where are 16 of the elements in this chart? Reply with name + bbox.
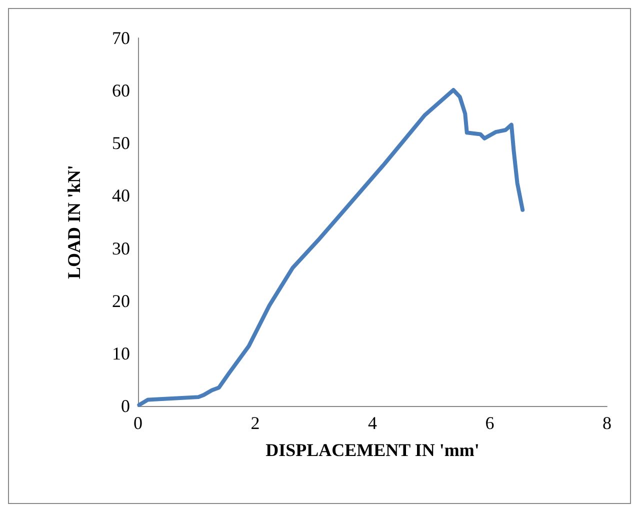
y-axis-title: LOAD IN 'kN': [64, 164, 84, 280]
y-tick-label: 60: [112, 80, 130, 101]
x-tick-label: 8: [602, 413, 612, 433]
y-tick-label: 0: [121, 396, 130, 416]
y-tick-label: 50: [112, 133, 130, 154]
x-tick-label: 6: [485, 413, 494, 433]
line-series: [137, 88, 525, 407]
y-tick-label: 30: [112, 238, 130, 258]
x-axis-title: DISPLACEMENT IN 'mm': [266, 440, 480, 460]
x-tick-label: 2: [250, 413, 260, 433]
y-tick-label: 20: [112, 290, 130, 311]
y-tick-label: 40: [112, 186, 130, 206]
y-tick-label: 10: [112, 343, 130, 364]
x-tick-label: 0: [134, 413, 142, 433]
x-tick-label: 4: [368, 413, 377, 433]
y-tick-label: 70: [112, 28, 130, 48]
